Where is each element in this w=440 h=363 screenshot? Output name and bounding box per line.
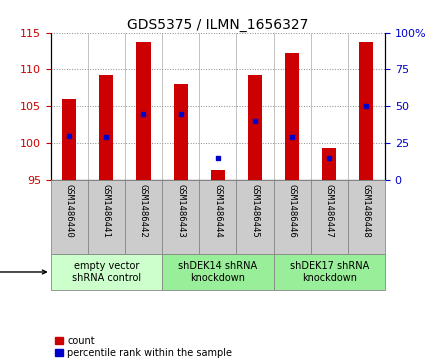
Bar <box>99 75 114 180</box>
Legend: count, percentile rank within the sample: count, percentile rank within the sample <box>55 336 232 358</box>
Bar <box>51 254 162 290</box>
Bar <box>62 99 76 180</box>
Bar <box>236 180 274 254</box>
Text: empty vector
shRNA control: empty vector shRNA control <box>72 261 141 283</box>
Text: GSM1486443: GSM1486443 <box>176 184 185 237</box>
Bar <box>322 148 336 180</box>
Text: protocol: protocol <box>0 267 46 277</box>
Title: GDS5375 / ILMN_1656327: GDS5375 / ILMN_1656327 <box>127 18 308 32</box>
Bar <box>162 254 274 290</box>
Bar <box>274 180 311 254</box>
Bar <box>211 170 225 180</box>
Bar <box>248 75 262 180</box>
Text: GSM1486446: GSM1486446 <box>288 184 297 237</box>
Bar <box>51 180 88 254</box>
Bar <box>199 180 236 254</box>
Bar <box>274 254 385 290</box>
Bar <box>162 180 199 254</box>
Bar <box>174 84 188 180</box>
Bar <box>285 53 299 180</box>
Bar <box>125 180 162 254</box>
Text: GSM1486442: GSM1486442 <box>139 184 148 237</box>
Bar <box>88 180 125 254</box>
Text: GSM1486447: GSM1486447 <box>325 184 334 237</box>
Bar <box>348 180 385 254</box>
Text: GSM1486448: GSM1486448 <box>362 184 371 237</box>
Bar <box>136 41 150 180</box>
Text: GSM1486444: GSM1486444 <box>213 184 222 237</box>
Text: shDEK17 shRNA
knockdown: shDEK17 shRNA knockdown <box>290 261 369 283</box>
Text: GSM1486441: GSM1486441 <box>102 184 111 237</box>
Bar <box>311 180 348 254</box>
Text: GSM1486440: GSM1486440 <box>65 184 73 237</box>
Bar <box>359 41 374 180</box>
Text: shDEK14 shRNA
knockdown: shDEK14 shRNA knockdown <box>178 261 257 283</box>
Text: GSM1486445: GSM1486445 <box>250 184 260 237</box>
